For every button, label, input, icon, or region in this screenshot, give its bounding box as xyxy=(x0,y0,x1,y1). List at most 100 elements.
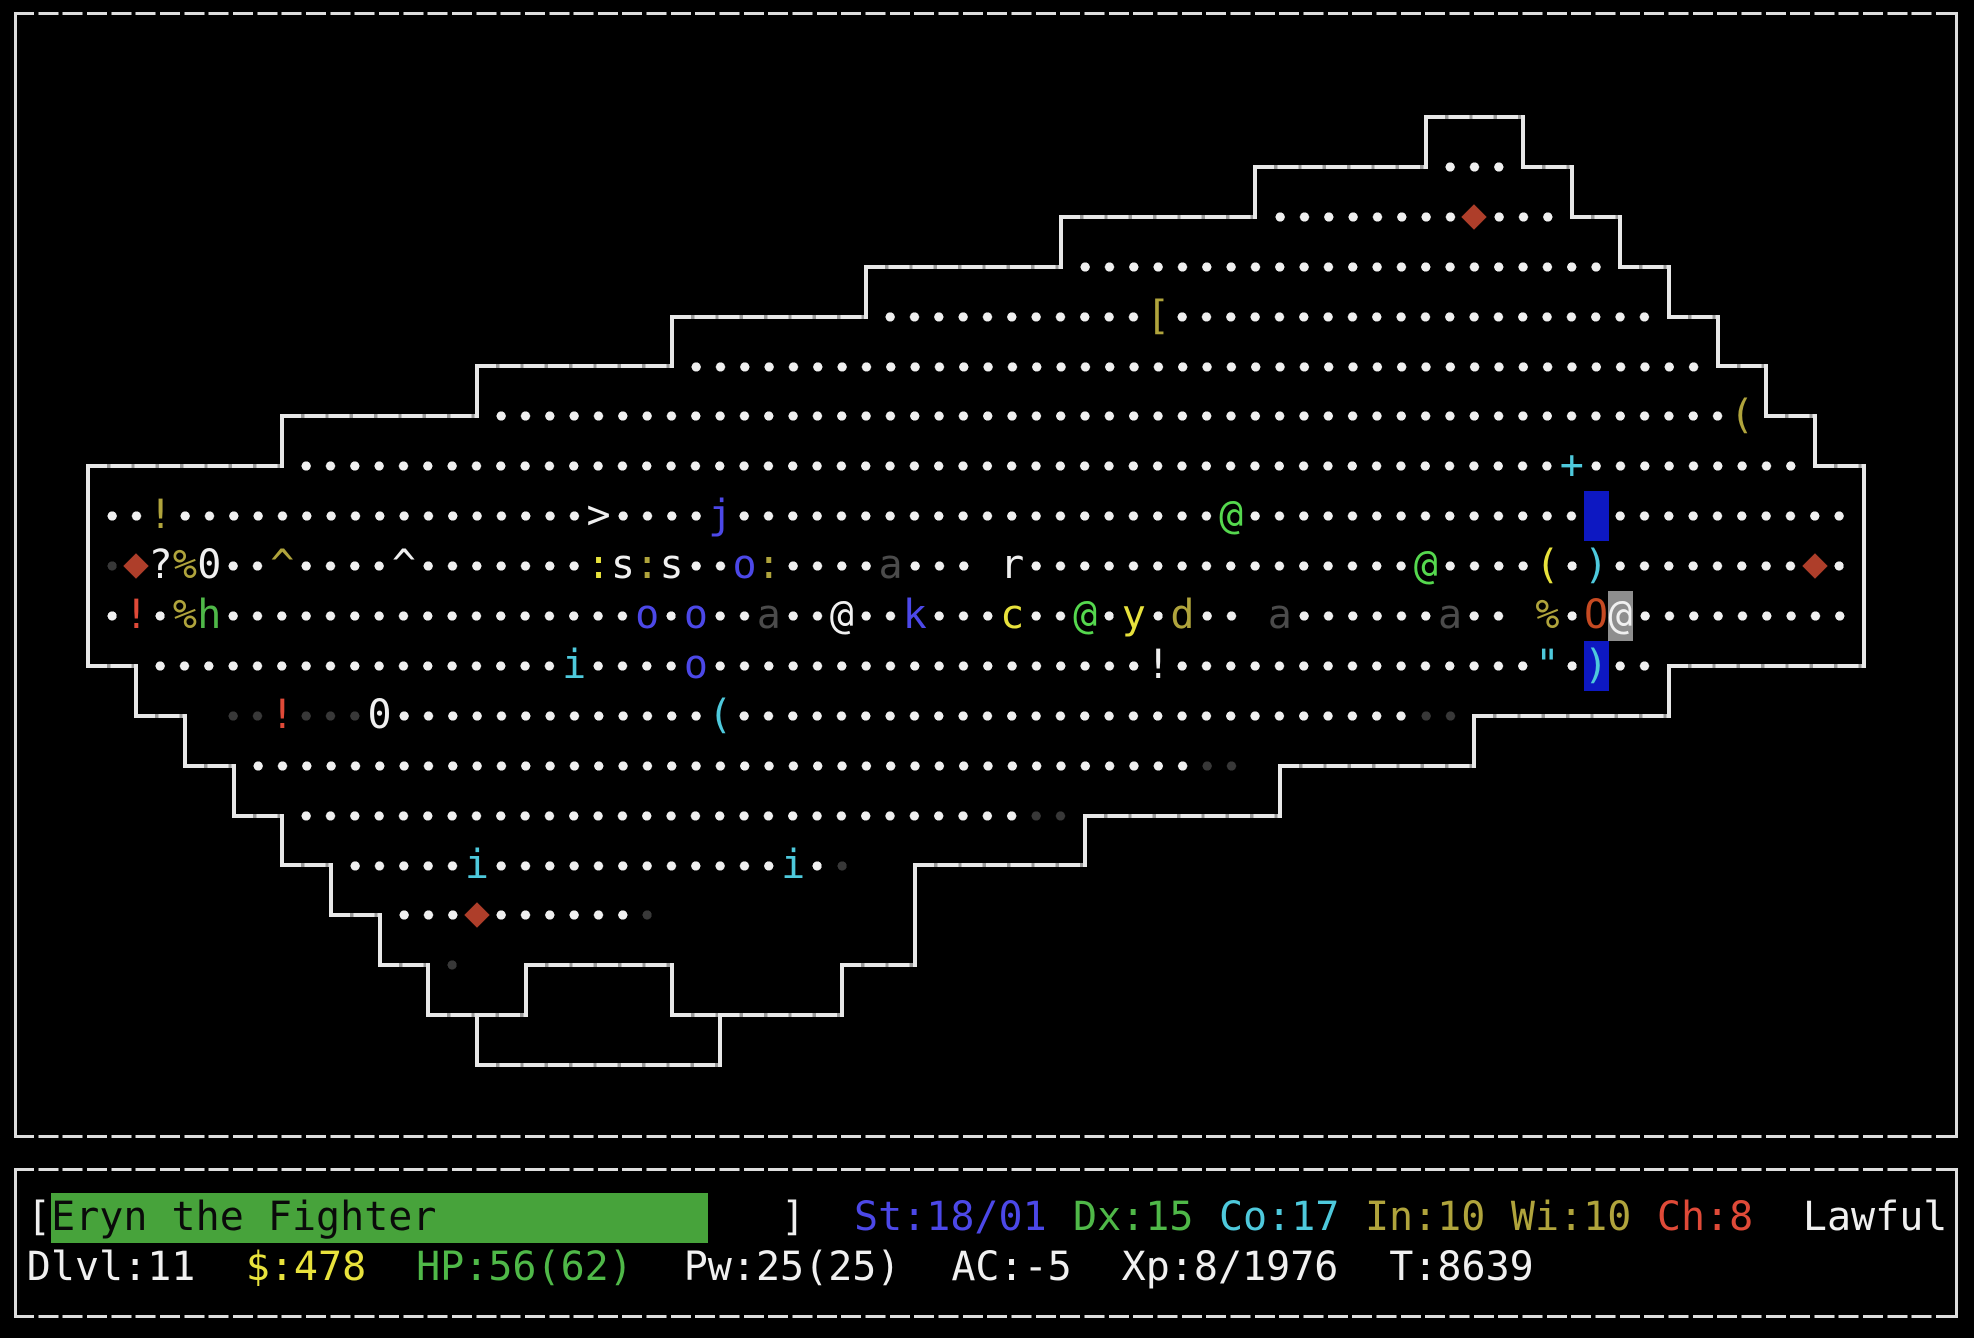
map-glyph: @ xyxy=(1073,592,1098,638)
cavern-wall xyxy=(1618,214,1623,269)
floor-dots xyxy=(1827,541,1852,591)
map-glyph: : xyxy=(756,542,781,589)
map-glyph: ! xyxy=(1146,641,1171,688)
map-glyph: j xyxy=(708,492,733,539)
stat-dungeon-level: Dlvl:11 xyxy=(26,1244,196,1290)
cavern-wall xyxy=(280,813,285,868)
cavern-wall xyxy=(1667,663,1866,668)
cavern-wall xyxy=(182,763,236,768)
blue-block-cell xyxy=(1583,640,1609,691)
floor-dots xyxy=(343,840,465,891)
stat-experience: Xp:8/1976 xyxy=(1121,1244,1339,1290)
map-glyph: ? xyxy=(148,542,173,589)
title-bracket-close: ] xyxy=(781,1194,806,1240)
floor-dots xyxy=(294,790,1025,841)
cavern-wall xyxy=(1253,164,1258,219)
stat-armor-class: AC:-5 xyxy=(951,1244,1072,1290)
floor-dots xyxy=(1170,640,1536,691)
cavern-wall xyxy=(912,863,1088,868)
cavern-wall xyxy=(280,414,479,419)
floor-dots xyxy=(1559,541,1584,591)
player-at: @ xyxy=(1608,592,1633,638)
floor-dots-dim xyxy=(635,890,660,941)
cavern-wall xyxy=(280,414,285,469)
stat-alignment: Lawful xyxy=(1802,1194,1948,1240)
map-glyph: @ xyxy=(1413,542,1438,589)
floor-dots xyxy=(294,541,392,591)
cavern-wall xyxy=(1277,763,1477,768)
map-glyph: % xyxy=(172,542,197,589)
floor-dots xyxy=(1632,591,1852,641)
cavern-wall xyxy=(1715,314,1720,369)
cavern-wall xyxy=(474,364,674,369)
cavern-wall xyxy=(839,963,917,968)
floor-dots-dim xyxy=(99,541,125,591)
diamond-glyph xyxy=(464,902,490,929)
floor-dots xyxy=(1437,541,1536,591)
cavern-wall xyxy=(1715,364,1769,369)
cavern-wall xyxy=(669,1013,844,1018)
floor-dots xyxy=(1559,640,1584,691)
cavern-wall xyxy=(1058,214,1063,269)
status-window-border-bottom xyxy=(14,1315,1958,1318)
map-glyph: c xyxy=(1000,592,1025,638)
stat-charisma: Ch:8 xyxy=(1656,1194,1754,1240)
map-glyph: i xyxy=(562,641,587,688)
cavern-wall xyxy=(1423,114,1526,119)
cavern-wall xyxy=(523,963,528,1018)
cavern-wall xyxy=(1667,663,1672,718)
floor-dots xyxy=(391,690,709,741)
floor-dots xyxy=(1486,191,1560,242)
status-window-border-right xyxy=(1955,1168,1958,1318)
cavern-wall xyxy=(912,863,917,968)
cavern-wall xyxy=(474,364,479,419)
floor-dots xyxy=(781,541,879,591)
floor-dots-dim xyxy=(440,940,465,991)
cavern-wall xyxy=(864,264,869,319)
cavern-wall xyxy=(231,763,236,818)
floor-dots-dim xyxy=(829,840,855,891)
map-glyph: > xyxy=(586,492,611,539)
map-glyph: a xyxy=(1438,592,1463,638)
floor-dots xyxy=(1194,591,1244,641)
map-glyph: a xyxy=(756,592,781,638)
map-glyph: % xyxy=(1535,592,1560,638)
cavern-wall xyxy=(280,863,333,868)
map-glyph: k xyxy=(902,592,927,638)
player-cursor-cell xyxy=(1608,591,1634,641)
floor-dots xyxy=(148,591,173,641)
cavern-wall xyxy=(328,863,333,918)
map-glyph: ) xyxy=(1584,641,1609,688)
cavern-wall xyxy=(1569,214,1623,219)
map-glyph: s xyxy=(659,542,684,589)
stat-strength: St:18/01 xyxy=(854,1194,1047,1240)
floor-dots xyxy=(1170,291,1657,342)
map-glyph: 0 xyxy=(367,691,392,738)
floor-dots xyxy=(1583,441,1803,492)
map-glyph: a xyxy=(1267,592,1292,638)
floor-dots-dim xyxy=(1194,740,1244,791)
map-glyph: + xyxy=(1559,442,1584,489)
floor-dots xyxy=(1559,591,1584,641)
floor-dots xyxy=(1024,591,1073,641)
floor-dots xyxy=(172,491,587,542)
cavern-wall xyxy=(669,314,869,319)
cavern-wall xyxy=(523,963,674,968)
floor-dots xyxy=(1024,541,1414,591)
diamond-glyph xyxy=(1461,204,1488,230)
floor-dots-dim xyxy=(1024,790,1073,841)
floor-dots xyxy=(1145,591,1171,641)
floor-dots xyxy=(1267,191,1463,242)
character-name: Eryn the Fighter xyxy=(51,1193,709,1243)
floor-dots xyxy=(902,541,976,591)
map-glyph: O xyxy=(1584,592,1609,638)
cavern-wall xyxy=(669,963,674,1018)
floor-dots xyxy=(221,591,636,641)
floor-dots xyxy=(489,391,1730,442)
cavern-wall xyxy=(1813,414,1818,469)
map-window-border-right xyxy=(1955,12,1958,1138)
cavern-wall xyxy=(1083,813,1282,818)
cavern-wall xyxy=(1764,414,1818,419)
floor-dots xyxy=(927,591,1000,641)
map-glyph: % xyxy=(172,592,197,638)
